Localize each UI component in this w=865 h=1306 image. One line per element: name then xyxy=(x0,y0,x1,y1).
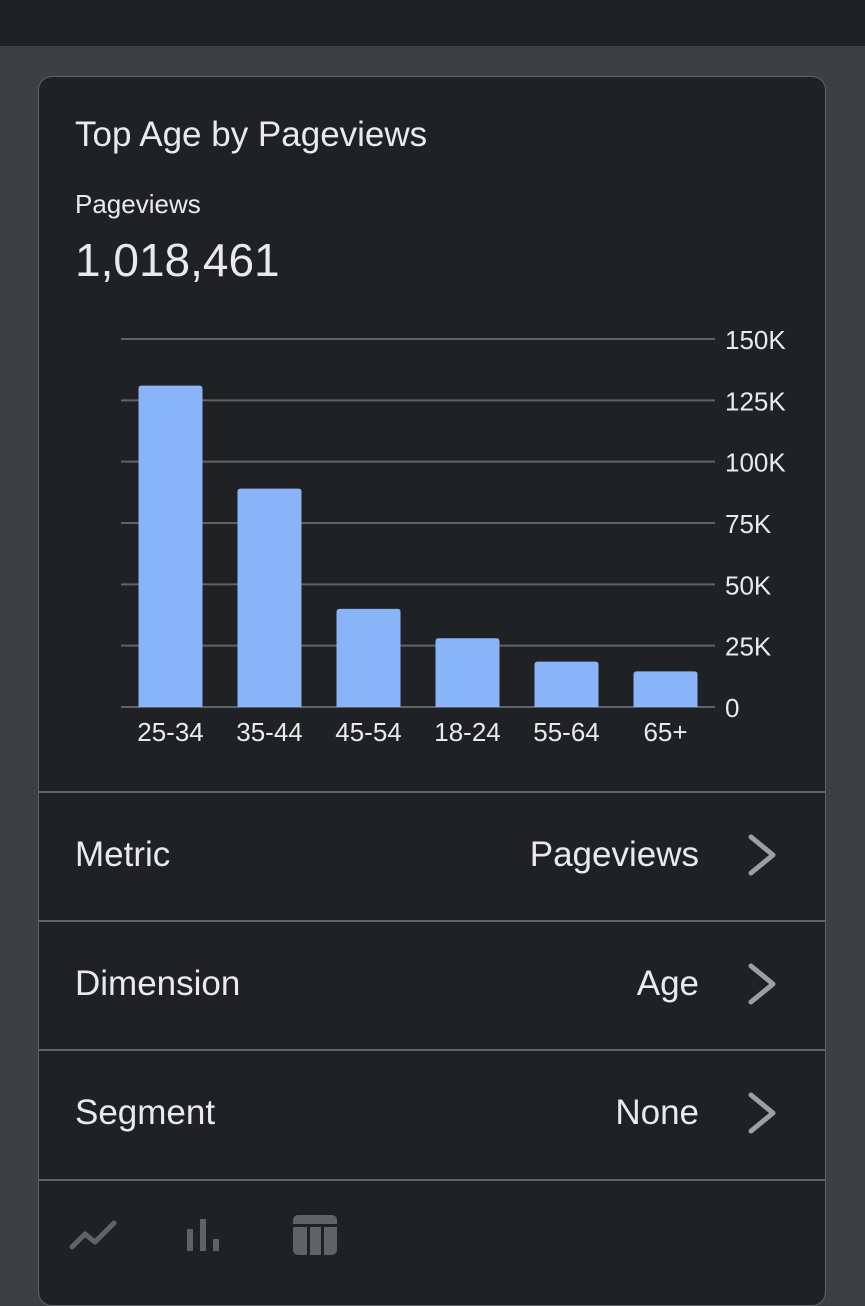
table-icon[interactable] xyxy=(291,1213,339,1257)
y-tick-label: 150K xyxy=(725,325,786,355)
chart-view-tabs xyxy=(39,1179,825,1305)
x-tick-label: 25-34 xyxy=(137,717,204,747)
y-tick-label: 125K xyxy=(725,386,786,416)
x-tick-label: 45-54 xyxy=(335,717,402,747)
card-title: Top Age by Pageviews xyxy=(75,115,428,154)
x-tick-label: 18-24 xyxy=(434,717,501,747)
y-tick-label: 100K xyxy=(725,448,786,478)
chevron-right-icon xyxy=(748,1092,776,1134)
bar-chart-icon[interactable] xyxy=(185,1217,221,1253)
bar[interactable] xyxy=(336,608,401,707)
segment-row-label: Segment xyxy=(75,1093,216,1132)
dimension-row-label: Dimension xyxy=(75,964,241,1003)
dimension-row[interactable]: Dimension Age xyxy=(39,920,825,1048)
y-tick-label: 25K xyxy=(725,632,772,662)
y-tick-label: 75K xyxy=(725,509,772,539)
bar[interactable] xyxy=(237,488,302,707)
bar[interactable] xyxy=(435,638,500,707)
metric-label: Pageviews xyxy=(75,189,201,219)
dimension-row-value: Age xyxy=(636,964,699,1003)
metric-row-value: Pageviews xyxy=(529,835,699,874)
report-card: Top Age by Pageviews Pageviews 1,018,461… xyxy=(38,76,826,1306)
y-tick-label: 50K xyxy=(725,570,772,600)
x-tick-label: 65+ xyxy=(643,717,687,747)
bar[interactable] xyxy=(138,385,203,707)
bar[interactable] xyxy=(534,661,599,707)
chevron-right-icon xyxy=(748,834,776,876)
line-chart-icon[interactable] xyxy=(69,1217,117,1253)
metric-row[interactable]: Metric Pageviews xyxy=(39,791,825,919)
segment-row-value: None xyxy=(615,1093,699,1132)
x-tick-label: 35-44 xyxy=(236,717,303,747)
bar[interactable] xyxy=(633,671,698,707)
x-tick-label: 55-64 xyxy=(533,717,600,747)
metric-row-label: Metric xyxy=(75,835,171,874)
top-app-bar xyxy=(0,0,865,46)
y-tick-label: 0 xyxy=(725,693,739,723)
bar-chart: 0 25K 50K 75K 100K 125K 150K 25-34 35-44 45-54 18-… xyxy=(121,325,786,747)
segment-row[interactable]: Segment None xyxy=(39,1049,825,1177)
metric-total: 1,018,461 xyxy=(75,234,280,286)
chevron-right-icon xyxy=(748,963,776,1005)
